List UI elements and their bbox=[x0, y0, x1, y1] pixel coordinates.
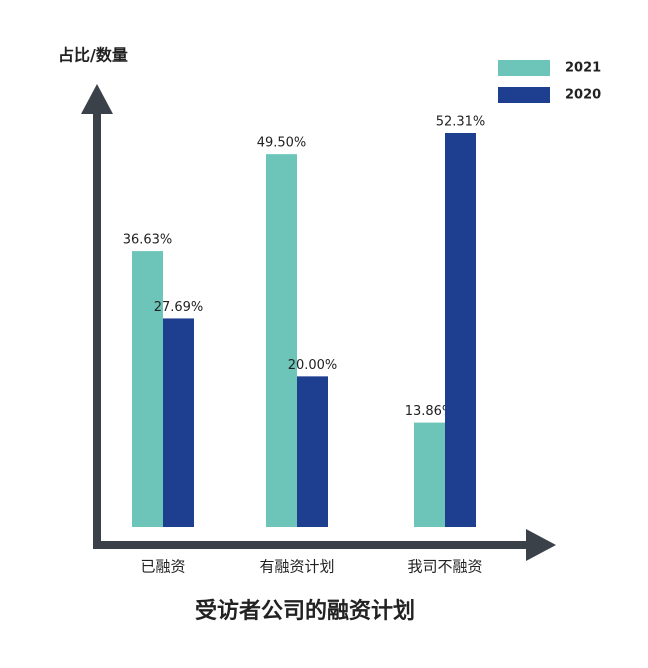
value-label: 49.50% bbox=[257, 136, 307, 151]
bar bbox=[445, 133, 476, 527]
bar bbox=[163, 318, 194, 527]
bar bbox=[266, 154, 297, 527]
chart-title: 受访者公司的融资计划 bbox=[195, 598, 415, 624]
x-tick-label: 已融资 bbox=[140, 558, 185, 576]
bar bbox=[132, 251, 163, 527]
value-label: 36.63% bbox=[123, 233, 173, 248]
value-label: 27.69% bbox=[154, 300, 204, 315]
legend-swatch bbox=[498, 60, 550, 76]
legend-label: 2020 bbox=[565, 88, 601, 103]
x-tick-label: 我司不融资 bbox=[407, 558, 482, 576]
value-label: 52.31% bbox=[436, 115, 486, 130]
y-axis-label: 占比/数量 bbox=[58, 46, 128, 65]
value-label: 13.86% bbox=[405, 404, 455, 419]
value-label: 20.00% bbox=[288, 358, 338, 373]
axes bbox=[81, 84, 556, 561]
legend-label: 2021 bbox=[565, 61, 601, 76]
bar bbox=[297, 376, 328, 527]
x-tick-label: 有融资计划 bbox=[259, 558, 334, 576]
legend-swatch bbox=[498, 87, 550, 103]
bar bbox=[414, 422, 445, 527]
